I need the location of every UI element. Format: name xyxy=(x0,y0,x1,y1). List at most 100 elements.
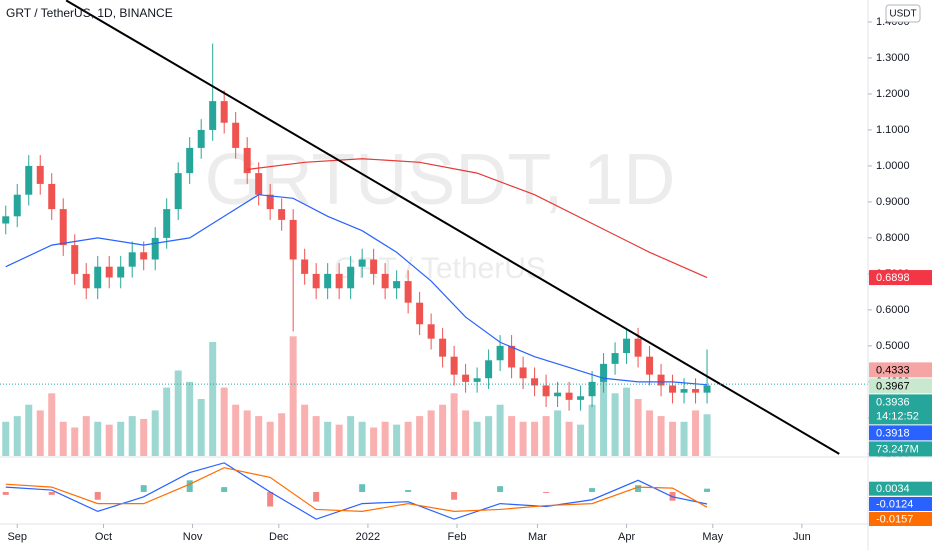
volume-bar xyxy=(416,416,424,456)
candle-body xyxy=(71,245,79,274)
candle-body xyxy=(450,356,458,375)
volume-bar xyxy=(531,421,539,456)
candle-body xyxy=(151,237,159,260)
candle-body xyxy=(48,183,56,210)
candle-body xyxy=(554,392,562,397)
macd-histogram xyxy=(94,491,101,500)
volume-bar xyxy=(220,387,228,456)
price-badge xyxy=(869,425,932,441)
macd-badge xyxy=(869,512,932,527)
volume-bar xyxy=(71,427,79,456)
volume-bar xyxy=(657,416,665,456)
candle-body xyxy=(703,385,711,393)
macd-histogram xyxy=(704,488,711,492)
price-badge-label: 0.3918 xyxy=(876,427,910,439)
candle-body xyxy=(289,219,297,260)
volume-bar xyxy=(243,410,251,456)
moving-average xyxy=(5,194,708,386)
y-tick-label: 1.3000 xyxy=(876,52,910,64)
y-tick-label: 0.6000 xyxy=(876,304,910,316)
price-badge xyxy=(869,378,932,394)
volume-bar xyxy=(358,421,366,456)
candle-body xyxy=(393,281,401,289)
volume-bar xyxy=(312,416,320,456)
volume-bar xyxy=(347,416,355,456)
macd-histogram xyxy=(221,487,228,492)
macd-signal-line xyxy=(5,467,708,512)
candle-body xyxy=(588,381,596,397)
candle-body xyxy=(657,374,665,386)
x-tick-label: 2022 xyxy=(356,531,380,543)
x-tick-label: May xyxy=(702,531,723,543)
currency-box[interactable] xyxy=(885,4,921,23)
volume-bar xyxy=(370,427,378,456)
volume-bar xyxy=(692,410,700,456)
candle-body xyxy=(197,129,205,148)
volume-bar xyxy=(496,404,504,456)
candle-body xyxy=(140,252,148,260)
candle-body xyxy=(646,356,654,375)
candle-body xyxy=(496,345,504,361)
volume-bar xyxy=(174,370,182,456)
candle-body xyxy=(266,194,274,210)
macd-histogram xyxy=(359,484,366,492)
watermark-sub: GRT / TetherUS xyxy=(334,252,546,285)
candle-body xyxy=(427,324,435,339)
candle-body xyxy=(669,385,677,393)
candle-body xyxy=(232,122,240,148)
volume-bar xyxy=(186,381,194,456)
volume-bar xyxy=(59,421,67,456)
candle-body xyxy=(163,209,171,238)
volume-bar xyxy=(508,416,516,456)
trend-line xyxy=(65,0,840,455)
y-tick-label: 1.1000 xyxy=(876,124,910,136)
candle-body xyxy=(473,378,481,382)
x-tick-label: Jun xyxy=(793,531,811,543)
volume-bar xyxy=(255,416,263,456)
volume-bar xyxy=(163,387,171,456)
axes: SepOctNovDec2022FebMarAprMayJun0.20000.3… xyxy=(7,16,932,543)
candle-body xyxy=(209,101,217,130)
candle-body xyxy=(439,338,447,357)
candle-body xyxy=(220,101,228,123)
price-badge xyxy=(869,394,932,425)
x-tick-label: Nov xyxy=(183,531,203,543)
macd-histogram xyxy=(267,491,274,507)
macd-badge-label: -0.0124 xyxy=(876,498,913,510)
volume-bar xyxy=(151,410,159,456)
volume-bar xyxy=(128,416,136,456)
volume-bar xyxy=(485,416,493,456)
x-tick-label: Sep xyxy=(7,531,27,543)
volume-bar xyxy=(600,376,608,456)
candle-body xyxy=(611,353,619,364)
volume-bar xyxy=(519,421,527,456)
volume-bar xyxy=(105,424,113,456)
candle-body xyxy=(59,209,67,246)
volume-bar xyxy=(588,404,596,456)
candle-body xyxy=(174,173,182,210)
macd-histogram xyxy=(543,491,550,493)
volume-badge xyxy=(869,441,932,457)
candle-body xyxy=(94,266,102,289)
volume-bar xyxy=(439,404,447,456)
volume-bar xyxy=(335,424,343,456)
currency[interactable]: USDT xyxy=(889,9,916,20)
y-tick-label: 0.8000 xyxy=(876,232,910,244)
macd-histogram xyxy=(497,486,504,492)
candle-body xyxy=(680,389,688,393)
candle-body xyxy=(485,360,493,379)
candle-body xyxy=(519,367,527,379)
volume-bar xyxy=(48,393,56,456)
volume-bar xyxy=(554,410,562,456)
y-tick-label: 1.2000 xyxy=(876,88,910,100)
x-tick-label: Apr xyxy=(618,531,635,543)
macd-histogram xyxy=(405,490,412,492)
candle-body xyxy=(312,273,320,289)
macd-badge xyxy=(869,497,932,512)
macd-histogram xyxy=(186,480,193,492)
countdown: 14:12:52 xyxy=(876,410,919,422)
volume-bar xyxy=(393,424,401,456)
candle-body xyxy=(600,363,608,382)
candle-body xyxy=(462,374,470,382)
